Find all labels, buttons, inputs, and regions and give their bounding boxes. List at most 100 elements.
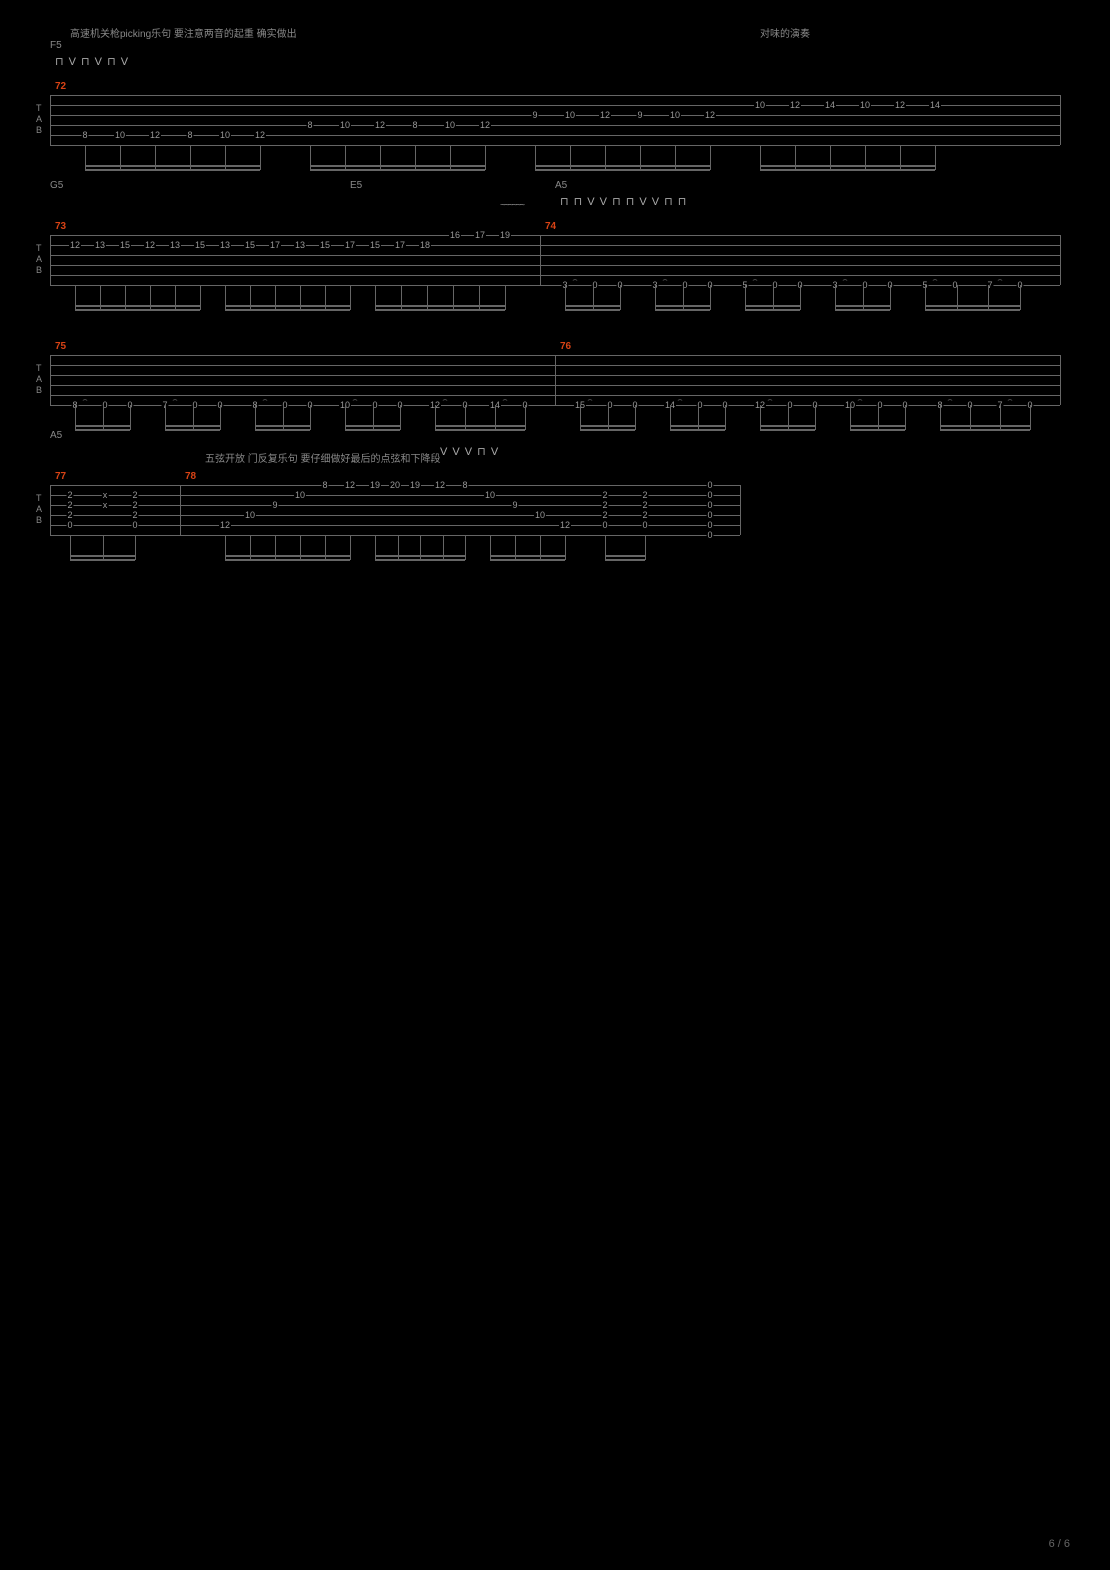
fret-number: 12 (149, 130, 161, 140)
fret-number: 19 (369, 480, 381, 490)
beam-group (535, 150, 710, 170)
measure-number: 78 (185, 471, 196, 482)
fret-number: 15 (119, 240, 131, 250)
barline (1060, 235, 1061, 285)
fret-number: 2 (601, 500, 608, 510)
barline (1060, 355, 1061, 405)
stem (1020, 285, 1021, 310)
measure-number: 74 (545, 221, 556, 232)
beam (375, 309, 505, 311)
fret-number: 12 (374, 120, 386, 130)
beam (165, 425, 220, 427)
beam (925, 309, 1020, 311)
beam-group (940, 410, 1030, 430)
beam-group (835, 290, 890, 310)
fret-number: 2 (131, 500, 138, 510)
chord-label: E5 (350, 180, 362, 191)
beam (745, 305, 800, 307)
picking-indicators: ⊓ V ⊓ V ⊓ V (55, 55, 129, 68)
beam (760, 429, 815, 431)
fret-number: 2 (641, 500, 648, 510)
fret-number: 13 (294, 240, 306, 250)
fret-number: 8 (461, 480, 468, 490)
beam (605, 559, 645, 561)
fret-number: 0 (66, 520, 73, 530)
annotation-local: 五弦开放 门反复乐句 要仔细做好最后的点弦和下降段 (205, 450, 441, 465)
beam (835, 305, 890, 307)
stem (710, 145, 711, 170)
stem (1030, 405, 1031, 430)
fret-number: 8 (411, 120, 418, 130)
fret-number: 2 (66, 500, 73, 510)
fret-number: 12 (894, 100, 906, 110)
fret-number: 0 (706, 530, 713, 540)
beam (850, 425, 905, 427)
fret-number: 2 (601, 510, 608, 520)
tab-clef: TAB (36, 363, 42, 396)
staff-line (50, 235, 1060, 236)
stem (565, 535, 566, 560)
fret-number: x (102, 490, 109, 500)
beam (490, 555, 565, 557)
beam (535, 169, 710, 171)
technique-mark: ⌢ (262, 395, 267, 405)
fret-number: 12 (789, 100, 801, 110)
beam (670, 425, 725, 427)
beam (345, 425, 400, 427)
beam (75, 305, 200, 307)
beam (255, 425, 310, 427)
annotation-top-left: 高速机关枪picking乐句 要注意两音的起重 确实做出 (70, 25, 297, 40)
technique-mark: ⌢ (752, 275, 757, 285)
stem (260, 145, 261, 170)
fret-number: 0 (131, 520, 138, 530)
stem (800, 285, 801, 310)
technique-mark: ⌢ (502, 395, 507, 405)
beam (435, 429, 525, 431)
beam (225, 309, 350, 311)
fret-number: 0 (641, 520, 648, 530)
fret-number: 19 (499, 230, 511, 240)
annotation-top-right: 对味的演奏 (760, 25, 810, 40)
beam (925, 305, 1020, 307)
barline (50, 355, 51, 405)
stem (620, 285, 621, 310)
fret-number: 8 (81, 130, 88, 140)
stem (725, 405, 726, 430)
fret-number: 10 (534, 510, 546, 520)
beam-group (925, 290, 1020, 310)
fret-number: 9 (531, 110, 538, 120)
fret-number: 13 (94, 240, 106, 250)
beam (835, 309, 890, 311)
stem (935, 145, 936, 170)
stem (400, 405, 401, 430)
stem (485, 145, 486, 170)
beam-group (85, 150, 260, 170)
fret-number: 0 (706, 490, 713, 500)
chord-label: F5 (50, 40, 62, 51)
technique-mark: ⌢ (82, 395, 87, 405)
staff-line (50, 125, 1060, 126)
page-number: 6 / 6 (1049, 1538, 1070, 1550)
beam-group (165, 410, 220, 430)
beam (165, 429, 220, 431)
measure-number: 73 (55, 221, 66, 232)
stem (710, 285, 711, 310)
stem (635, 405, 636, 430)
fret-number: 12 (479, 120, 491, 130)
fret-number: 13 (169, 240, 181, 250)
stem (465, 535, 466, 560)
beam (310, 165, 485, 167)
fret-number: 20 (389, 480, 401, 490)
beam (565, 309, 620, 311)
measure-number: 77 (55, 471, 66, 482)
technique-mark: ⌢ (442, 395, 447, 405)
fret-number: 13 (219, 240, 231, 250)
fret-number: 12 (144, 240, 156, 250)
stem (905, 405, 906, 430)
technique-mark: ⌢ (767, 395, 772, 405)
stem (130, 405, 131, 430)
beam-group (255, 410, 310, 430)
fret-number: 12 (704, 110, 716, 120)
barline (1060, 95, 1061, 145)
beam-group (375, 290, 505, 310)
